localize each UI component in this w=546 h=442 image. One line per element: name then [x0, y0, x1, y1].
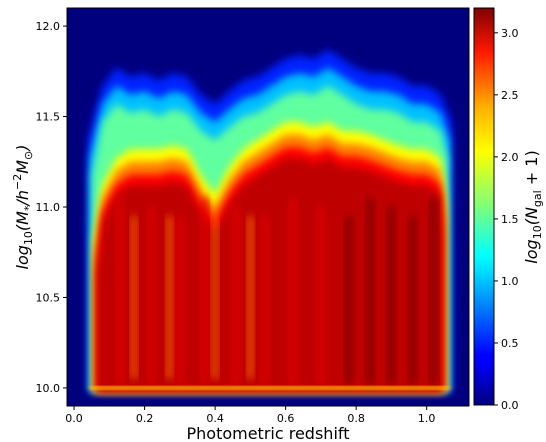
density-streak — [365, 198, 376, 385]
colorbar-tick-label: 0.0 — [501, 399, 519, 412]
y-tick-label: 12.0 — [36, 20, 61, 33]
density-streak — [174, 216, 185, 385]
colorbar-tick: 0.0 — [494, 399, 519, 412]
x-tick-label: 0.2 — [136, 412, 154, 425]
x-tick-label: 1.0 — [418, 412, 436, 425]
density-streak — [146, 207, 157, 385]
density-streak — [386, 207, 397, 385]
colorbar — [473, 7, 495, 406]
density-streak — [315, 207, 326, 385]
y-tick-label: 11.0 — [36, 201, 61, 214]
colorbar-tick: 1.0 — [494, 275, 519, 288]
y-axis: 10.0 10.5 11.0 11.5 12.0 — [36, 20, 67, 395]
colorbar-tick-label: 1.5 — [501, 213, 519, 226]
density-streak — [259, 216, 270, 385]
density-gap — [211, 216, 220, 379]
colorbar-tick-label: 3.0 — [501, 27, 519, 40]
y-tick: 10.0 — [36, 382, 67, 395]
colorbar-tick-label: 2.5 — [501, 89, 519, 102]
x-tick-label: 0.8 — [347, 412, 365, 425]
x-tick: 0.4 — [206, 406, 224, 425]
y-tick: 11.0 — [36, 201, 67, 214]
colorbar-tick: 2.0 — [494, 151, 519, 164]
colorbar-tick: 2.5 — [494, 89, 519, 102]
y-tick: 11.5 — [36, 111, 67, 124]
colorbar-label: log10(Ngal + 1) — [522, 150, 544, 263]
y-tick-label: 10.5 — [36, 291, 61, 304]
heatmap — [87, 49, 452, 392]
y-axis-label: log10(M*/h−2M⊙) — [11, 145, 35, 270]
y-tick: 12.0 — [36, 20, 67, 33]
density-floor — [89, 385, 450, 390]
density-gap — [130, 216, 138, 379]
x-axis: 0.0 0.2 0.4 0.6 0.8 1.0 — [65, 406, 435, 425]
x-tick: 1.0 — [418, 406, 436, 425]
colorbar-tick-label: 2.0 — [501, 151, 519, 164]
colorbar-tick-label: 1.0 — [501, 275, 519, 288]
density-gap — [165, 216, 174, 379]
y-tick: 10.5 — [36, 291, 67, 304]
y-tick-label: 10.0 — [36, 382, 61, 395]
density-streak — [287, 198, 298, 385]
colorbar-axis: 0.0 0.5 1.0 1.5 2.0 2.5 3.0 — [494, 27, 519, 412]
colorbar-tick: 0.5 — [494, 337, 519, 350]
x-tick: 0.0 — [65, 406, 83, 425]
density-streak — [407, 216, 418, 385]
x-tick: 0.6 — [277, 406, 295, 425]
x-axis-label: Photometric redshift — [186, 424, 349, 442]
x-tick-label: 0.6 — [277, 412, 295, 425]
density-streak — [231, 207, 242, 385]
colorbar-tick-label: 0.5 — [501, 337, 519, 350]
x-tick-label: 0.4 — [206, 412, 224, 425]
density-gap — [246, 216, 255, 379]
x-tick: 0.2 — [136, 406, 154, 425]
density-streak — [114, 198, 125, 385]
density-streak — [199, 198, 210, 385]
y-tick-label: 11.5 — [36, 111, 61, 124]
density-streak — [344, 216, 355, 385]
x-tick-label: 0.0 — [65, 412, 83, 425]
colorbar-tick: 1.5 — [494, 213, 519, 226]
density-streak — [428, 198, 439, 385]
x-tick: 0.8 — [347, 406, 365, 425]
colorbar-tick: 3.0 — [494, 27, 519, 40]
